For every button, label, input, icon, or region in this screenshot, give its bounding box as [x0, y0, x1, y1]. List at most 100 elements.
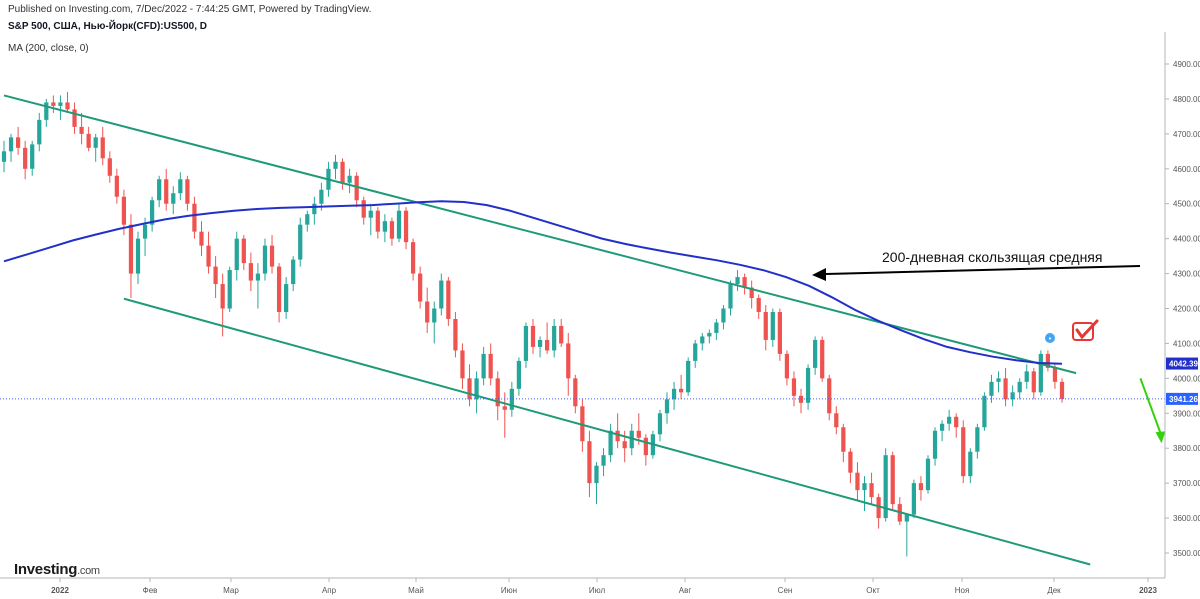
candle-body — [918, 483, 924, 491]
candle-body — [206, 245, 211, 267]
candle-body — [848, 451, 853, 473]
candle-body — [439, 280, 444, 309]
candle-body — [389, 221, 395, 239]
candle-body — [925, 458, 931, 491]
candle-body — [199, 231, 204, 246]
candle-body — [107, 158, 112, 176]
candle-body — [142, 224, 148, 239]
time-axis: 2022 Фев Мар Апр Май Июн Июл Авг Сен Окт Ноя Дек 202… — [0, 577, 1165, 595]
candle-body — [1003, 378, 1008, 400]
candle-body — [559, 325, 564, 344]
candle-body — [135, 238, 141, 274]
x-tick-label: Июл — [589, 586, 606, 595]
candle-body — [185, 179, 190, 204]
candle-body — [396, 210, 402, 239]
candle-body — [1024, 371, 1029, 382]
candle-body — [629, 430, 634, 449]
y-tick-label: 4600.00 — [1173, 165, 1200, 174]
y-tick-label: 3800.00 — [1173, 444, 1200, 453]
candle-body — [707, 332, 712, 337]
y-tick-label: 3600.00 — [1173, 514, 1200, 523]
candle-body — [777, 311, 782, 354]
annotation-arrow-line — [825, 265, 1141, 275]
candle-body — [51, 102, 56, 106]
candlestick-series — [1, 91, 1065, 557]
candle-body — [968, 451, 973, 477]
candle-body — [192, 203, 197, 232]
candle-body — [1059, 381, 1065, 399]
candle-body — [954, 416, 959, 428]
candle-body — [700, 336, 705, 344]
symbol-title: S&P 500, США, Нью-Йорк(CFD):US500, D — [8, 21, 207, 32]
candle-body — [474, 378, 479, 400]
candle-body — [735, 277, 740, 285]
candle-body — [298, 224, 303, 260]
candle-body — [354, 175, 359, 201]
check-box-icon — [1072, 322, 1094, 341]
indicator-legend: MA (200, close, 0) — [8, 43, 89, 54]
y-tick-label: 3900.00 — [1173, 409, 1200, 418]
y-tick-label: 4500.00 — [1173, 200, 1200, 209]
candle-body — [742, 277, 747, 288]
x-tick-label: Ноя — [955, 586, 970, 595]
candle-body — [657, 413, 663, 435]
candle-body — [30, 144, 35, 169]
candle-body — [460, 350, 465, 379]
candle-body — [693, 343, 698, 361]
channel-lower-line — [123, 297, 1091, 566]
candle-body — [453, 318, 458, 351]
candle-body — [594, 465, 599, 484]
candle-body — [566, 343, 571, 379]
candle-body — [121, 196, 127, 225]
candle-body — [157, 179, 162, 201]
candle-body — [213, 266, 218, 285]
candle-body — [248, 263, 253, 281]
y-tick-label: 4700.00 — [1173, 130, 1200, 139]
candle-body — [262, 245, 268, 274]
ma-price-label: 4042.39 — [1169, 360, 1198, 369]
candle-body — [368, 210, 373, 218]
published-note: Published on Investing.com, 7/Dec/2022 -… — [8, 4, 372, 15]
candle-body — [284, 284, 289, 312]
candle-body — [234, 238, 239, 271]
candle-body — [834, 413, 839, 428]
candle-body — [982, 395, 987, 428]
candle-body — [305, 214, 310, 225]
candle-body — [488, 353, 493, 379]
candle-body — [890, 455, 895, 505]
ma-200-line — [3, 200, 1063, 365]
candle-body — [495, 378, 500, 407]
candle-body — [791, 378, 797, 396]
candle-body — [333, 161, 338, 169]
candle-body — [319, 189, 324, 204]
candle-body — [749, 287, 754, 299]
candle-body — [947, 416, 952, 424]
candle-body — [312, 203, 317, 215]
candle-body — [44, 102, 49, 120]
candle-body — [227, 270, 232, 309]
candle-body — [770, 311, 775, 340]
candle-body — [615, 430, 620, 442]
x-tick-label: Авг — [679, 586, 692, 595]
candle-body — [911, 483, 916, 515]
candle-body — [975, 427, 980, 452]
candle-body — [1, 151, 7, 162]
candle-body — [79, 126, 84, 134]
candle-body — [671, 388, 677, 400]
y-tick-label: 4100.00 — [1173, 339, 1200, 348]
candle-body — [580, 406, 585, 442]
candle-body — [100, 137, 105, 159]
y-tick-label: 4900.00 — [1173, 60, 1200, 69]
candle-body — [255, 273, 261, 281]
candle-body — [876, 497, 881, 519]
candle-body — [171, 193, 176, 204]
candle-body — [883, 455, 888, 519]
candle-body — [862, 483, 867, 491]
y-tick-label: 3700.00 — [1173, 479, 1200, 488]
candle-body — [164, 179, 169, 204]
candle-body — [86, 133, 91, 148]
y-tick-label: 3500.00 — [1173, 549, 1200, 558]
candle-body — [643, 437, 648, 456]
candle-body — [1010, 392, 1015, 400]
